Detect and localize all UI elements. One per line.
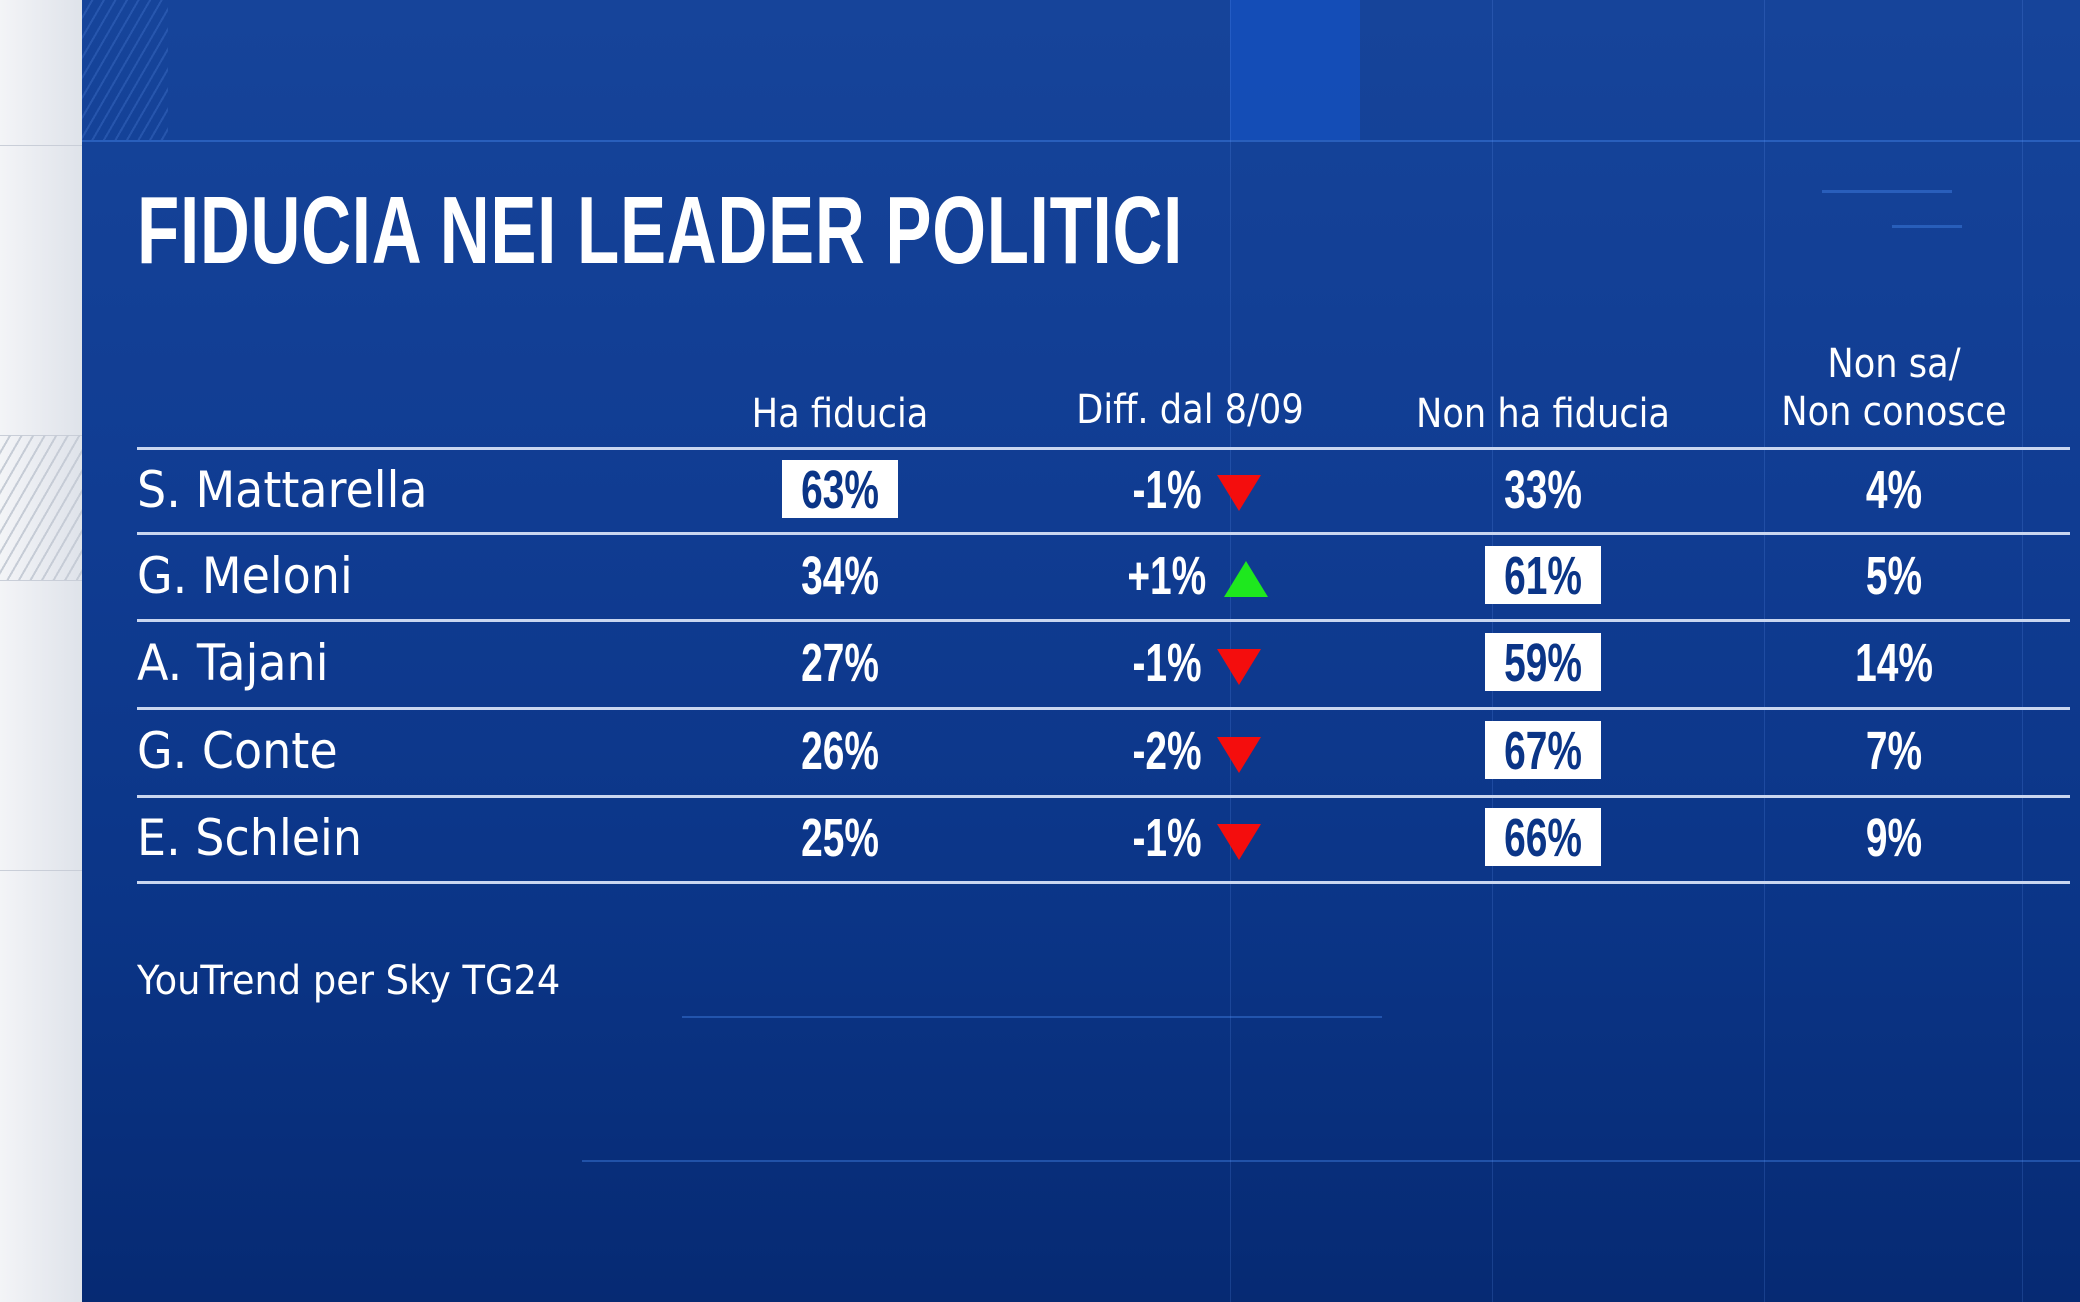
row-divider [137,447,2070,450]
decor-block [0,0,82,146]
diff-text: -1% [1132,808,1202,868]
arrow-down-icon [1217,475,1262,512]
column-header-non-ha-fiducia: Non ha fiducia [1416,391,1670,437]
non-sa-value-text: 7% [1865,721,1923,781]
background-strip [0,0,82,1302]
diff-text: -1% [1132,459,1202,520]
row-divider [137,619,2070,622]
diff-value: +1% [1090,546,1290,606]
non-ha-fiducia-value: 61% [1463,545,1623,606]
decor-line [582,1160,2080,1162]
arrow-down-icon [1217,823,1262,860]
diff-value: -1% [1090,460,1290,520]
highlight-box: 61% [1485,545,1601,606]
decor-line [1764,0,1765,1302]
decor-block [1230,0,1360,140]
ha-fiducia-value: 34% [760,546,920,606]
column-header-diff: Diff. dal 8/09 [1076,387,1304,433]
diff-value: -1% [1090,633,1290,693]
row-name: S. Mattarella [137,460,428,519]
row-divider [137,881,2070,884]
column-header-non-sa-line1: Non sa/ [1827,341,1961,387]
decor-block [82,0,168,140]
column-header-ha-fiducia: Ha fiducia [751,391,929,437]
decor-line [82,140,2080,142]
arrow-down-icon [1217,648,1262,685]
non-ha-fiducia-value: 33% [1463,460,1623,520]
non-sa-value: 7% [1814,721,1974,781]
diff-text: -1% [1132,633,1202,693]
ha-fiducia-value: 25% [760,808,920,868]
diff-value: -2% [1090,721,1290,781]
non-sa-value-text: 14% [1855,633,1933,693]
non-ha-fiducia-value-text: 67% [1504,721,1582,781]
row-name: A. Tajani [137,634,329,692]
row-divider [137,707,2070,710]
row-name: G. Meloni [137,546,353,605]
diff-value: -1% [1090,808,1290,868]
ha-fiducia-value-text: 25% [801,808,879,868]
column-header-non-sa-line2: Non conosce [1781,389,2007,435]
decor-line [682,1016,1382,1018]
ha-fiducia-value-text: 26% [801,721,879,781]
highlight-box: 63% [782,459,898,520]
ha-fiducia-value: 26% [760,721,920,781]
row-name: G. Conte [137,722,338,780]
non-ha-fiducia-value-text: 59% [1504,633,1582,693]
decor-block [0,580,82,871]
non-sa-value: 9% [1814,808,1974,868]
non-sa-value: 4% [1814,460,1974,520]
non-sa-value-text: 5% [1865,545,1923,606]
decor-line [1822,190,1952,193]
non-sa-value-text: 4% [1865,459,1923,520]
highlight-box: 67% [1485,721,1601,781]
non-ha-fiducia-value: 59% [1463,633,1623,693]
highlight-box: 59% [1485,633,1601,693]
diff-text: +1% [1127,545,1207,606]
graphic-panel [82,0,2080,1302]
non-ha-fiducia-value: 67% [1463,721,1623,781]
ha-fiducia-value: 63% [760,459,920,520]
diff-text: -2% [1132,721,1202,781]
row-divider [137,795,2070,798]
non-sa-value: 5% [1814,546,1974,606]
source-note: YouTrend per Sky TG24 [137,958,561,1004]
ha-fiducia-value-text: 34% [801,545,879,606]
ha-fiducia-value-text: 63% [801,459,879,520]
arrow-up-icon [1223,561,1268,598]
highlight-box: 66% [1485,808,1601,868]
non-ha-fiducia-value: 66% [1463,808,1623,868]
ha-fiducia-value: 27% [760,633,920,693]
chart-title: FIDUCIA NEI LEADER POLITICI [137,177,1184,284]
arrow-down-icon [1217,736,1262,773]
non-ha-fiducia-value-text: 33% [1504,459,1582,520]
non-sa-value: 14% [1814,633,1974,693]
decor-line [2022,0,2023,1302]
row-name: E. Schlein [137,809,362,867]
row-divider [137,532,2070,535]
non-ha-fiducia-value-text: 61% [1504,545,1582,606]
decor-line [1892,225,1962,228]
decor-block [0,435,82,581]
ha-fiducia-value-text: 27% [801,633,879,693]
non-ha-fiducia-value-text: 66% [1504,808,1582,868]
non-sa-value-text: 9% [1865,808,1923,868]
decor-block [0,145,82,436]
